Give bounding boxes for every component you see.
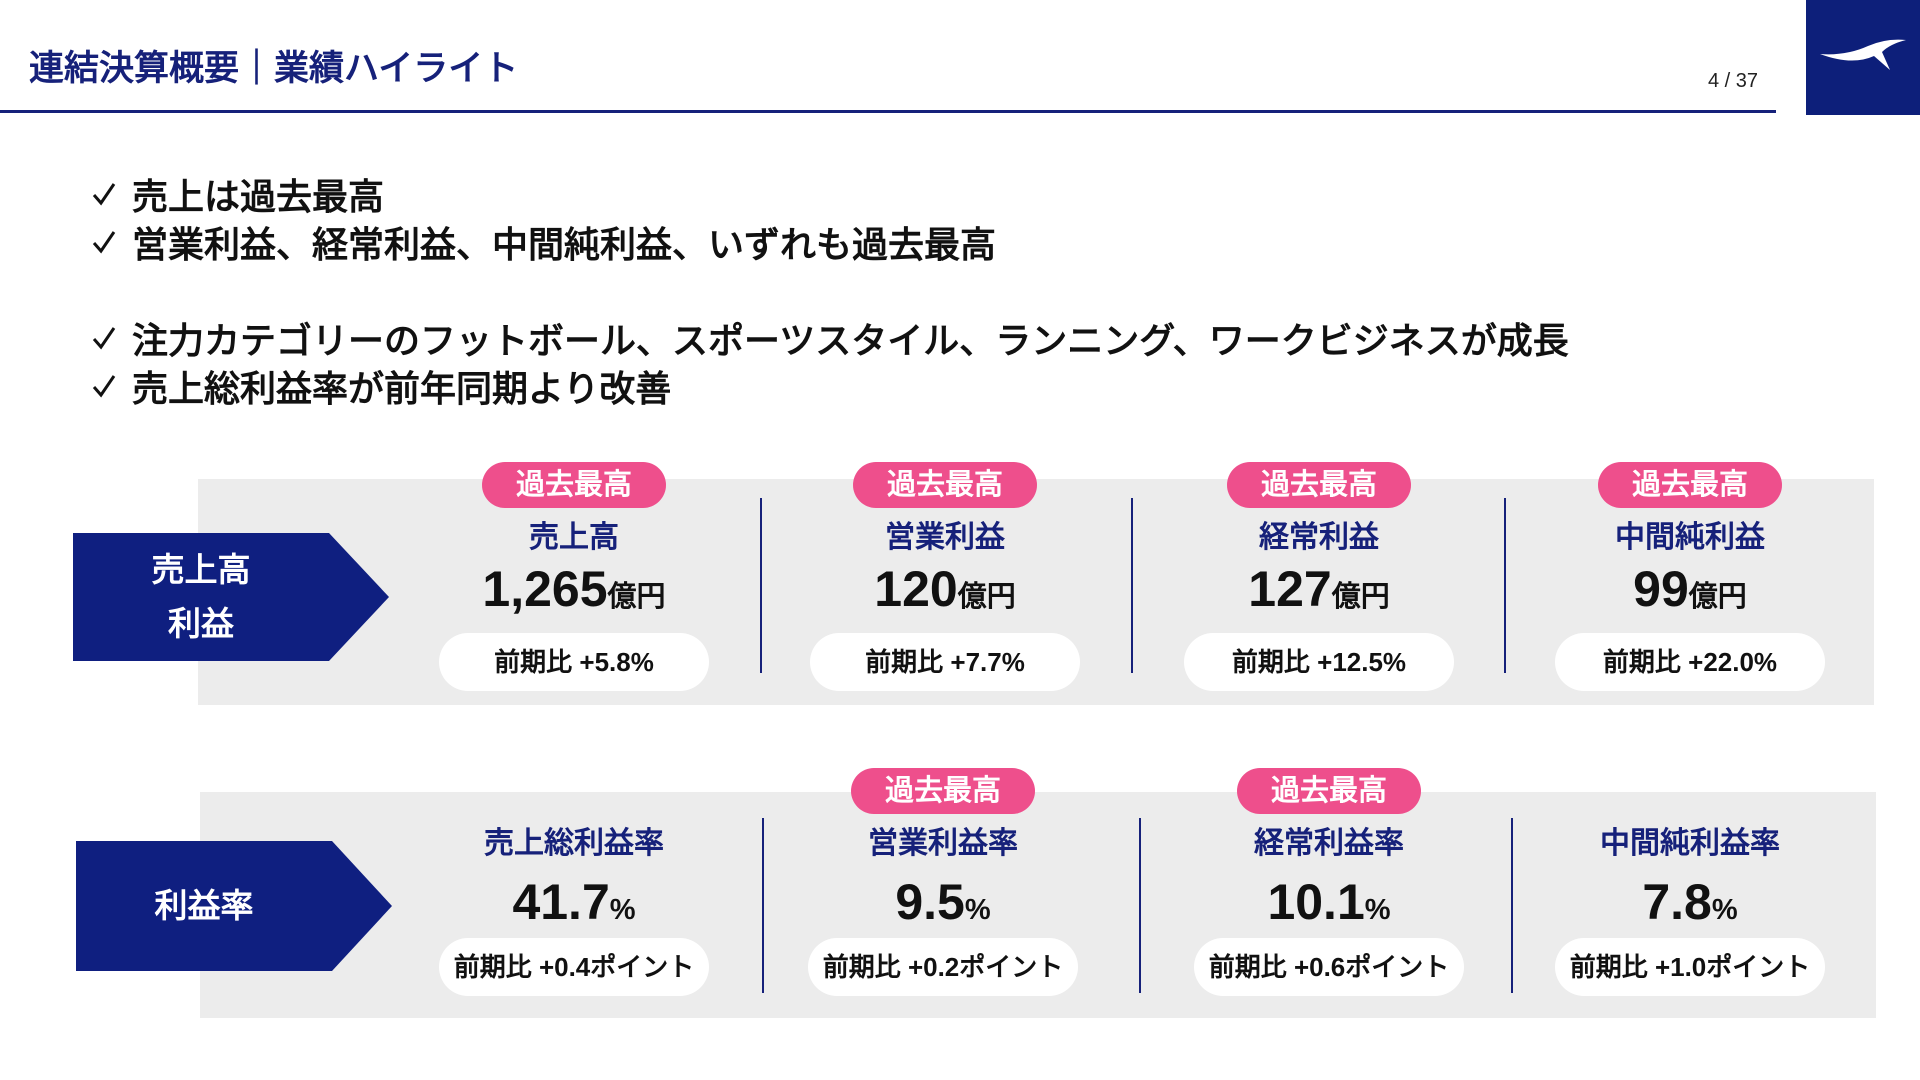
- value-number: 127: [1248, 561, 1332, 617]
- metric-name: 経常利益: [1259, 521, 1379, 554]
- bullet-item: 売上総利益率が前年同期より改善: [92, 360, 671, 412]
- value-unit: 億円: [957, 581, 1016, 613]
- value-number: 1,265: [482, 561, 608, 617]
- value-unit: 億円: [607, 581, 666, 613]
- check-icon: [92, 183, 116, 206]
- record-badge: 過去最高: [482, 462, 666, 508]
- value-number: 120: [874, 561, 958, 617]
- bullet-text: 売上は過去最高: [132, 176, 385, 217]
- header-rule: [0, 110, 1776, 113]
- metric-value: 99億円: [1520, 560, 1860, 618]
- value-unit: %: [1364, 894, 1391, 926]
- slide-title: 連結決算概要｜業績ハイライト: [29, 49, 519, 88]
- comparison: 前期比 +12.5%: [1184, 633, 1454, 691]
- comparison: 前期比 +7.7%: [810, 633, 1080, 691]
- column-divider: [1504, 498, 1506, 673]
- metric-name: 営業利益: [885, 521, 1005, 554]
- check-icon: [92, 327, 116, 350]
- value-number: 9.5: [895, 874, 965, 930]
- page-number: 4 / 37: [1707, 70, 1759, 92]
- section-label-text: 売上高: [151, 551, 251, 588]
- metric-value: 127億円: [1149, 560, 1489, 618]
- section-label-text: 利益率: [154, 887, 254, 924]
- value-number: 7.8: [1642, 874, 1712, 930]
- comparison: 前期比 +1.0ポイント: [1555, 938, 1825, 996]
- section-label-text: 利益: [168, 605, 234, 642]
- column-divider: [1139, 818, 1141, 993]
- section-label: 利益率: [76, 841, 392, 971]
- metric-value: 7.8%: [1520, 873, 1860, 931]
- column-divider: [1511, 818, 1513, 993]
- bullet-text: 売上総利益率が前年同期より改善: [132, 368, 672, 409]
- section-label: 売上高 利益: [73, 533, 389, 661]
- metric-value: 1,265億円: [404, 560, 744, 618]
- logo: [1806, 0, 1920, 115]
- value-unit: 億円: [1688, 581, 1747, 613]
- column-divider: [1131, 498, 1133, 673]
- value-unit: %: [1711, 894, 1738, 926]
- record-badge: 過去最高: [1598, 462, 1782, 508]
- metric-name: 売上高: [529, 521, 619, 554]
- bullet-item: 売上は過去最高: [92, 168, 384, 220]
- bullet-text: 営業利益、経常利益、中間純利益、いずれも過去最高: [132, 224, 997, 265]
- column-divider: [762, 818, 764, 993]
- comparison: 前期比 +0.6ポイント: [1194, 938, 1464, 996]
- value-unit: %: [964, 894, 991, 926]
- bullet-item: 営業利益、経常利益、中間純利益、いずれも過去最高: [92, 216, 996, 268]
- comparison: 前期比 +0.2ポイント: [808, 938, 1078, 996]
- metric-value: 10.1%: [1159, 873, 1499, 931]
- comparison: 前期比 +5.8%: [439, 633, 709, 691]
- check-icon: [92, 231, 116, 254]
- metric-value: 120億円: [775, 560, 1115, 618]
- check-icon: [92, 375, 116, 398]
- value-number: 99: [1633, 561, 1689, 617]
- record-badge: 過去最高: [853, 462, 1037, 508]
- record-badge: 過去最高: [1237, 768, 1421, 814]
- comparison: 前期比 +22.0%: [1555, 633, 1825, 691]
- metric-name: 経常利益率: [1254, 827, 1404, 860]
- column-divider: [760, 498, 762, 673]
- value-unit: 億円: [1331, 581, 1390, 613]
- value-number: 41.7: [512, 874, 610, 930]
- value-number: 10.1: [1267, 874, 1365, 930]
- logo-mark: [1820, 39, 1906, 70]
- metric-value: 9.5%: [773, 873, 1113, 931]
- record-badge: 過去最高: [1227, 462, 1411, 508]
- record-badge: 過去最高: [851, 768, 1035, 814]
- metric-name: 売上総利益率: [484, 827, 664, 860]
- metric-name: 中間純利益率: [1600, 827, 1780, 860]
- comparison: 前期比 +0.4ポイント: [439, 938, 709, 996]
- value-unit: %: [609, 894, 636, 926]
- bullet-text: 注力カテゴリーのフットボール、スポーツスタイル、ランニング、ワークビジネスが成長: [132, 320, 1569, 361]
- metric-name: 営業利益率: [868, 827, 1018, 860]
- metric-value: 41.7%: [404, 873, 744, 931]
- metric-name: 中間純利益: [1615, 521, 1765, 554]
- bullet-item: 注力カテゴリーのフットボール、スポーツスタイル、ランニング、ワークビジネスが成長: [92, 312, 1569, 364]
